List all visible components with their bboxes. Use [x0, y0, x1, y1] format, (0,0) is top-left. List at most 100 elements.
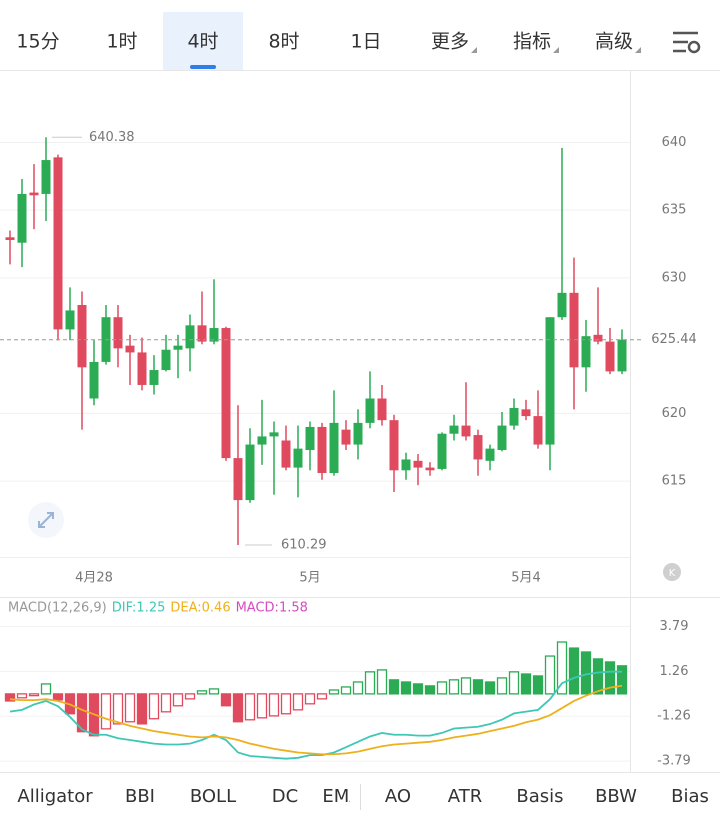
candle-body — [125, 345, 135, 353]
candle-body — [89, 361, 99, 399]
y-tick-label: -1.26 — [657, 709, 691, 724]
macd-bar — [568, 647, 580, 695]
indicator-tab[interactable]: ATR — [448, 786, 482, 807]
last-price-bg — [644, 328, 704, 351]
x-tick-label: 5月4 — [511, 571, 541, 586]
macd-bar — [460, 677, 472, 695]
badge: K — [669, 568, 676, 579]
macd-bar — [364, 671, 376, 695]
settings-icon[interactable] — [673, 31, 701, 54]
time-tab[interactable]: 4时 — [187, 31, 218, 53]
dropdown-mark — [471, 47, 477, 53]
indicator-title: MACD(12,26,9) — [8, 601, 107, 616]
candle-body — [449, 425, 459, 434]
y-tick-label: 630 — [662, 270, 687, 285]
macd-bar — [520, 673, 532, 695]
candle-body — [65, 310, 75, 330]
candle-body — [497, 425, 507, 450]
candle-body — [557, 292, 567, 318]
legend-entry: DEA:0.46 — [170, 601, 230, 616]
candle-body — [317, 426, 327, 474]
candle-body — [581, 336, 591, 368]
candle-body — [293, 448, 303, 468]
macd-bar — [580, 651, 592, 695]
macd-bar — [112, 693, 124, 725]
indicator-tab[interactable]: DC — [272, 786, 298, 807]
candle-body — [281, 440, 291, 468]
y-tick-label: 1.26 — [660, 664, 689, 679]
time-tab[interactable]: 指标 — [513, 31, 551, 53]
time-tab[interactable]: 1时 — [106, 31, 137, 53]
candle-body — [161, 349, 171, 371]
candle-body — [305, 426, 315, 450]
candle-body — [29, 192, 39, 196]
macd-bar — [28, 693, 40, 697]
last-price-label: 625.44 — [651, 332, 697, 347]
expand-button[interactable] — [28, 502, 64, 538]
macd-bar — [220, 693, 232, 707]
macd-bar — [304, 693, 316, 705]
macd-bar — [40, 683, 52, 695]
time-tab[interactable]: 8时 — [268, 31, 299, 53]
candle-body — [137, 352, 147, 385]
active-tab-underline — [190, 65, 216, 69]
candle-body — [437, 433, 447, 469]
macd-bar — [496, 677, 508, 695]
y-tick-label: 3.79 — [660, 619, 689, 634]
candle-body — [377, 398, 387, 421]
candle-body — [257, 436, 267, 445]
candle-body — [593, 334, 603, 342]
dropdown-mark — [635, 47, 641, 53]
macd-bar — [244, 693, 256, 721]
candle-body — [389, 420, 399, 471]
time-tab[interactable]: 高级 — [595, 31, 633, 53]
indicator-tab[interactable]: BBW — [595, 786, 637, 807]
candle-body — [17, 193, 27, 243]
y-tick-label: 615 — [662, 474, 687, 489]
high-label: 640.38 — [89, 130, 135, 145]
candle-body — [521, 409, 531, 417]
indicator-tab[interactable]: EMA — [322, 786, 362, 807]
time-tab[interactable]: 15分 — [16, 31, 59, 53]
indicator-tab[interactable]: Basis — [516, 786, 563, 807]
candle-body — [461, 425, 471, 437]
badge-bg — [663, 563, 681, 581]
macd-bar — [400, 681, 412, 695]
candle-body — [473, 435, 483, 460]
candle-body — [53, 157, 63, 330]
candle-body — [341, 429, 351, 445]
candle-body — [413, 460, 423, 468]
time-tab[interactable]: 更多 — [431, 31, 469, 53]
candle-body — [245, 444, 255, 501]
candle-body — [269, 432, 279, 437]
candle-body — [209, 328, 219, 342]
macd-bar — [124, 693, 136, 723]
macd-bar — [316, 693, 328, 700]
indicator-tab[interactable]: Bias — [671, 786, 709, 807]
macd-bar — [328, 689, 340, 695]
macd-bar — [184, 693, 196, 700]
indicator-tab[interactable]: BBI — [125, 786, 155, 807]
macd-line — [9, 670, 622, 760]
macd-bar — [76, 693, 88, 733]
low-label: 610.29 — [281, 537, 327, 552]
macd-bar — [592, 658, 604, 695]
indicator-tab[interactable]: Alligator — [17, 786, 93, 807]
candle-body — [509, 407, 519, 426]
candle-body — [425, 467, 435, 471]
indicator-tab[interactable]: AO — [385, 786, 411, 807]
indicator-tab[interactable]: BOLL — [190, 786, 236, 807]
time-tab[interactable]: 1日 — [350, 31, 381, 53]
macd-bar — [508, 671, 520, 695]
y-tick-label: -3.79 — [657, 754, 691, 769]
macd-bar — [448, 679, 460, 695]
y-tick-label: 635 — [662, 203, 687, 218]
candle-body — [173, 345, 183, 350]
macd-bar — [556, 641, 568, 695]
candle-body — [605, 341, 615, 372]
candle-body — [485, 448, 495, 461]
macd-bar — [160, 693, 172, 713]
dropdown-mark — [553, 47, 559, 53]
candle-body — [545, 317, 555, 445]
